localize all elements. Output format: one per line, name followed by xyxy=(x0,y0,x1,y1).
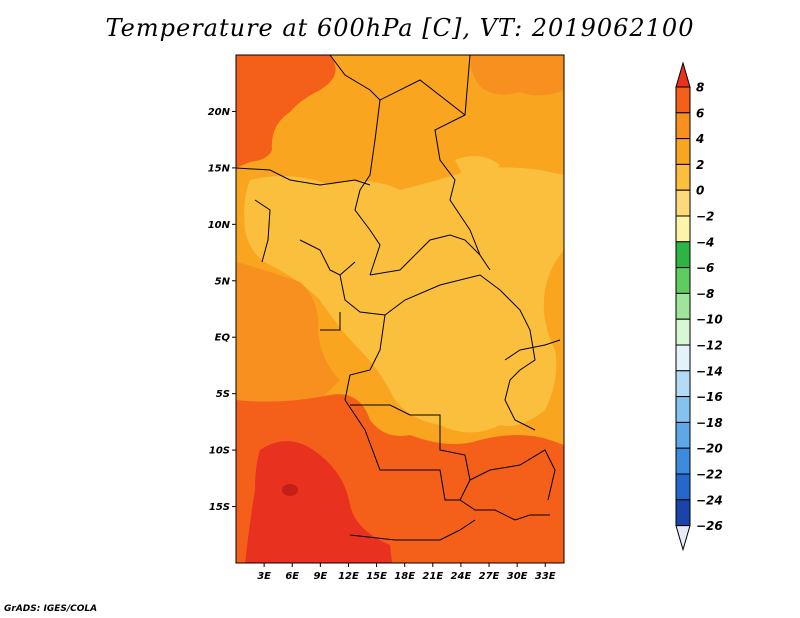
colorbar-label: −18 xyxy=(696,416,723,430)
x-tick-label: 27E xyxy=(479,571,500,582)
colorbar-label: −2 xyxy=(696,210,714,224)
y-tick-label: 10N xyxy=(208,220,231,231)
colorbar: 8 6 4 2 0 −2 −4 −6 −8 −10 −12 −14 −16 −18 −20 −22 −24 −26 xyxy=(675,61,723,552)
colorbar-label: 6 xyxy=(696,106,704,120)
colorbar-label: −6 xyxy=(696,261,714,275)
chart-title: Temperature at 600hPa [C], VT: 201906210… xyxy=(105,14,695,42)
colorbar-label: −16 xyxy=(696,390,723,404)
colorbar-label: 0 xyxy=(696,184,704,198)
country-borders xyxy=(236,55,561,541)
colorbar-label: 4 xyxy=(695,132,704,146)
colorbar-segment xyxy=(675,163,691,191)
y-tick-label: 5S xyxy=(216,389,230,400)
x-tick-label: 30E xyxy=(507,571,528,582)
colorbar-label: −14 xyxy=(696,364,723,378)
plot-frame xyxy=(235,54,565,564)
x-tick-label: 21E xyxy=(422,571,443,582)
colorbar-segment xyxy=(675,267,691,294)
colorbar-segment xyxy=(675,215,691,243)
colorbar-top-arrow xyxy=(675,61,691,88)
x-tick-label: 9E xyxy=(313,571,327,582)
x-tick-label: 24E xyxy=(451,571,472,582)
colorbar-segment xyxy=(675,421,691,449)
map-layer xyxy=(236,55,564,563)
grads-credit: GrADS: IGES/COLA xyxy=(4,604,98,614)
colorbar-segment xyxy=(675,318,691,346)
colorbar-label: −24 xyxy=(696,493,723,507)
y-tick-label: 5N xyxy=(215,276,231,287)
colorbar-label: −8 xyxy=(696,287,714,301)
x-tick-label: 18E xyxy=(394,571,415,582)
region-sahel-patch-2 xyxy=(455,156,500,181)
colorbar-label: 2 xyxy=(696,158,704,172)
colorbar-segment xyxy=(675,396,691,423)
region-sahel-patch-1 xyxy=(300,191,350,213)
y-tick-label: 10S xyxy=(209,446,230,457)
colorbar-label: −4 xyxy=(696,235,714,249)
x-tick-label: 12E xyxy=(338,571,359,582)
colorbar-label: −12 xyxy=(696,339,723,353)
colorbar-segment xyxy=(675,86,691,114)
colorbar-label: −20 xyxy=(696,442,723,456)
x-tick-label: 15E xyxy=(366,571,387,582)
region-northwest xyxy=(236,55,336,168)
x-tick-label: 3E xyxy=(257,571,271,582)
colorbar-segment xyxy=(675,473,691,501)
region-central xyxy=(244,167,564,433)
region-west-coast xyxy=(236,262,340,404)
x-axis: 3E 6E 9E 12E 15E 18E 21E 24E 27E 30E 33E xyxy=(257,563,556,582)
region-southwest xyxy=(245,441,392,563)
colorbar-label: −26 xyxy=(696,519,723,533)
colorbar-label: 8 xyxy=(696,81,704,95)
colorbar-segment xyxy=(675,447,691,475)
y-tick-label: EQ xyxy=(215,333,231,344)
colorbar-segment xyxy=(675,138,691,165)
colorbar-segment xyxy=(675,499,691,527)
colorbar-segment xyxy=(675,292,691,320)
region-northeast-patch xyxy=(470,55,564,96)
x-tick-label: 6E xyxy=(285,571,299,582)
colorbar-label: −22 xyxy=(696,468,723,482)
colorbar-segment xyxy=(675,241,691,269)
y-tick-label: 20N xyxy=(208,107,231,118)
y-tick-label: 15S xyxy=(209,502,230,513)
x-tick-label: 33E xyxy=(535,571,556,582)
y-axis: 20N 15N 10N 5N EQ 5S 10S 15S xyxy=(208,107,236,513)
region-southwest-max xyxy=(282,484,298,496)
colorbar-segment xyxy=(675,344,691,372)
colorbar-bottom-arrow xyxy=(675,525,691,552)
colorbar-segment xyxy=(675,370,691,398)
colorbar-label: −10 xyxy=(696,313,723,327)
colorbar-segment xyxy=(675,112,691,140)
colorbar-segment xyxy=(675,189,691,217)
y-tick-label: 15N xyxy=(208,163,231,174)
